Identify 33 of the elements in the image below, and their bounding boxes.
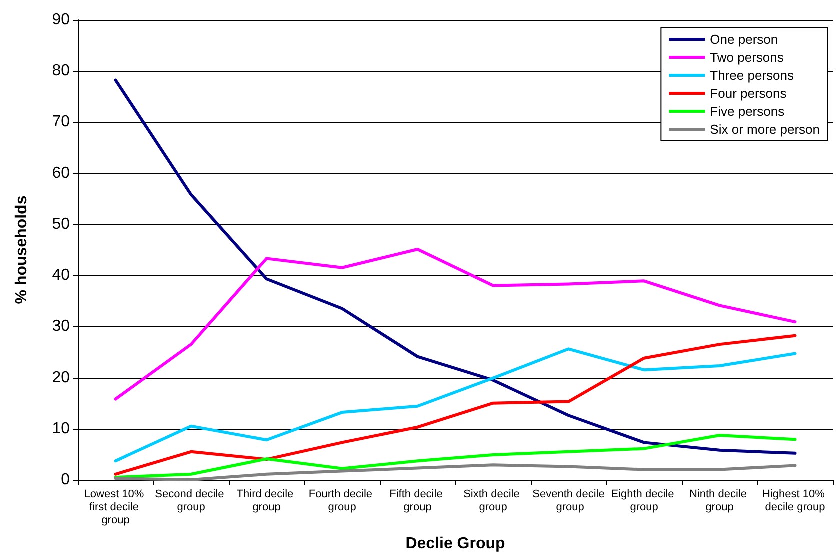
y-tick-label: 10 — [52, 420, 70, 438]
x-tick-label: Sixth decile group — [464, 488, 523, 514]
y-tick-label: 90 — [52, 12, 70, 28]
legend-label: Two persons — [710, 50, 784, 65]
x-tick-label: Ninth decile group — [689, 488, 750, 514]
line-series — [114, 464, 797, 482]
x-tick-label: Highest 10% decile group — [762, 488, 828, 514]
legend-label: One person — [710, 32, 778, 47]
y-tick-label: 0 — [61, 472, 70, 488]
line-series — [114, 248, 797, 401]
line-series — [114, 434, 797, 479]
x-tick-label: Eighth decile group — [611, 488, 678, 514]
x-tick-label: Fourth decile group — [308, 488, 376, 514]
legend-label: Four persons — [710, 86, 788, 101]
legend-label: Five persons — [710, 104, 786, 119]
x-axis-title: Declie Group — [406, 536, 506, 552]
x-tick-label: Third decile group — [236, 488, 297, 514]
y-axis-title: % households — [14, 196, 30, 304]
y-tick-label: 80 — [52, 62, 70, 80]
y-tick-label: 50 — [52, 216, 70, 233]
line-series — [114, 348, 797, 463]
y-tick-label: 60 — [52, 164, 70, 182]
y-tick-label: 20 — [52, 369, 70, 386]
y-tick-label: 30 — [52, 318, 70, 336]
y-tick-label: 70 — [52, 114, 70, 131]
x-tick-label: Fifth decile group — [390, 488, 446, 514]
x-tick-label: Second decile group — [155, 488, 228, 514]
x-tick-label: Lowest 10% first decile group — [84, 488, 148, 526]
legend-label: Six or more person — [710, 122, 820, 137]
x-tick-label: Seventh decile group — [532, 488, 605, 514]
y-tick-label: 40 — [52, 267, 70, 284]
line-series — [114, 334, 797, 476]
legend-label: Three persons — [710, 68, 794, 83]
